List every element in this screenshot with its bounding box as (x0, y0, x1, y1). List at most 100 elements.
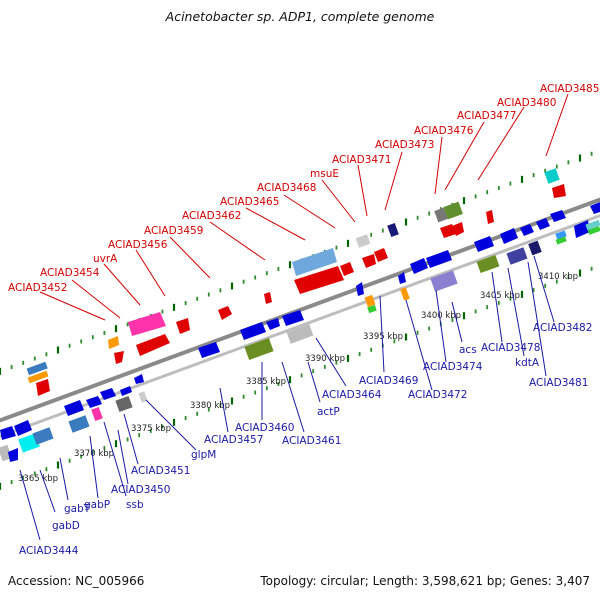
gene-block[interactable] (585, 219, 600, 231)
gene-label[interactable]: ACIAD3476 (414, 125, 474, 137)
gene-arrow[interactable] (266, 318, 280, 330)
gene-label[interactable]: ACIAD3450 (111, 484, 170, 496)
gene-arrow[interactable] (294, 266, 344, 294)
gene-arrow[interactable] (486, 210, 494, 224)
gene-label[interactable]: ACIAD3480 (497, 97, 556, 109)
gene-block[interactable] (506, 247, 528, 265)
gene-arrow[interactable] (398, 272, 406, 284)
gene-label[interactable]: ACIAD3444 (19, 545, 79, 557)
gene-label[interactable]: gabT (64, 503, 91, 515)
gene-arrow[interactable] (292, 248, 337, 276)
gene-arrow[interactable] (426, 250, 452, 268)
gene-block[interactable] (364, 294, 376, 308)
gene-block[interactable] (555, 236, 567, 245)
gene-arrow[interactable] (0, 426, 16, 440)
gene-block[interactable] (91, 406, 103, 422)
gene-arrow[interactable] (362, 254, 376, 268)
gene-arrow[interactable] (176, 318, 190, 334)
gene-label[interactable]: ACIAD3457 (204, 434, 263, 446)
gene-label[interactable]: ACIAD3451 (131, 465, 190, 477)
gene-block[interactable] (26, 361, 48, 376)
gene-label[interactable]: ACIAD3481 (529, 377, 588, 389)
gene-label[interactable]: uvrA (93, 253, 118, 265)
gene-arrow[interactable] (134, 374, 144, 384)
gene-label[interactable]: gabD (52, 520, 80, 532)
gene-arrow[interactable] (108, 336, 119, 349)
gene-arrow[interactable] (64, 400, 84, 416)
gene-arrow[interactable] (440, 224, 456, 238)
gene-label[interactable]: ACIAD3459 (144, 225, 203, 237)
gene-block[interactable] (476, 254, 500, 274)
gene-block[interactable] (138, 391, 148, 403)
gene-label[interactable]: ACIAD3465 (220, 196, 279, 208)
gene-block[interactable] (587, 226, 600, 235)
gene-label[interactable]: msuE (310, 168, 339, 180)
gene-arrow[interactable] (120, 386, 132, 396)
gene-arrow[interactable] (240, 322, 266, 340)
gene-arrow[interactable] (374, 248, 388, 262)
gene-arrow[interactable] (198, 342, 220, 358)
gene-arrow[interactable] (128, 312, 166, 336)
genes-lower[interactable] (0, 202, 600, 462)
gene-arrow[interactable] (356, 282, 364, 296)
gene-label[interactable]: ssb (126, 499, 144, 511)
gene-block[interactable] (528, 240, 542, 256)
gene-arrow[interactable] (100, 388, 116, 400)
gene-label[interactable]: ACIAD3478 (481, 342, 540, 354)
gene-block[interactable] (387, 222, 399, 238)
genes-upper[interactable] (26, 168, 566, 396)
gene-block[interactable] (555, 230, 567, 240)
gene-arrow[interactable] (552, 184, 566, 198)
gene-label[interactable]: ACIAD3468 (257, 182, 316, 194)
gene-block[interactable] (367, 304, 377, 314)
gene-block[interactable] (27, 370, 49, 384)
gene-block[interactable] (355, 234, 371, 248)
gene-label[interactable]: ACIAD3452 (8, 282, 67, 294)
gene-block[interactable] (544, 168, 560, 184)
gene-arrow[interactable] (86, 396, 102, 408)
gene-arrow[interactable] (282, 310, 304, 326)
gene-label[interactable]: ACIAD3460 (235, 422, 294, 434)
gene-label[interactable]: glpM (191, 449, 216, 461)
gene-block[interactable] (68, 415, 90, 433)
gene-arrow[interactable] (452, 222, 464, 236)
gene-label[interactable]: ACIAD3462 (182, 210, 241, 222)
gene-block[interactable] (0, 444, 13, 462)
gene-arrow[interactable] (500, 228, 518, 244)
gene-arrow[interactable] (410, 258, 428, 274)
gene-label[interactable]: ACIAD3454 (40, 267, 100, 279)
gene-label[interactable]: ACIAD3474 (423, 361, 483, 373)
gene-block[interactable] (443, 201, 463, 220)
gene-arrow[interactable] (14, 420, 32, 436)
gene-arrow[interactable] (136, 334, 170, 356)
gene-block[interactable] (115, 395, 133, 413)
gene-arrow[interactable] (340, 262, 354, 276)
gene-block[interactable] (400, 287, 410, 301)
gene-label[interactable]: ACIAD3469 (359, 375, 418, 387)
gene-arrow[interactable] (590, 202, 600, 214)
gene-label[interactable]: kdtA (515, 357, 540, 369)
gene-arrow[interactable] (36, 379, 50, 396)
gene-arrow[interactable] (8, 448, 18, 462)
gene-label[interactable]: ACIAD3461 (282, 435, 341, 447)
gene-label[interactable]: actP (317, 406, 340, 418)
gene-label[interactable]: ACIAD3473 (375, 139, 434, 151)
gene-label[interactable]: ACIAD3477 (457, 110, 516, 122)
gene-arrow[interactable] (520, 224, 534, 236)
gene-arrow[interactable] (536, 218, 550, 230)
gene-arrow[interactable] (264, 292, 272, 304)
gene-label[interactable]: ACIAD3472 (408, 389, 467, 401)
gene-label[interactable]: ACIAD3464 (322, 389, 382, 401)
gene-label[interactable]: gabP (84, 499, 110, 511)
gene-label[interactable]: ACIAD3485 (540, 83, 599, 95)
gene-label[interactable]: ACIAD3482 (533, 322, 592, 334)
gene-arrow[interactable] (114, 351, 124, 364)
gene-block[interactable] (430, 270, 458, 292)
gene-arrow[interactable] (474, 236, 494, 252)
gene-label[interactable]: acs (459, 344, 477, 356)
gene-block[interactable] (32, 427, 54, 445)
gene-block[interactable] (286, 324, 314, 344)
gene-label[interactable]: ACIAD3471 (332, 154, 391, 166)
gene-label[interactable]: ACIAD3456 (108, 239, 168, 251)
